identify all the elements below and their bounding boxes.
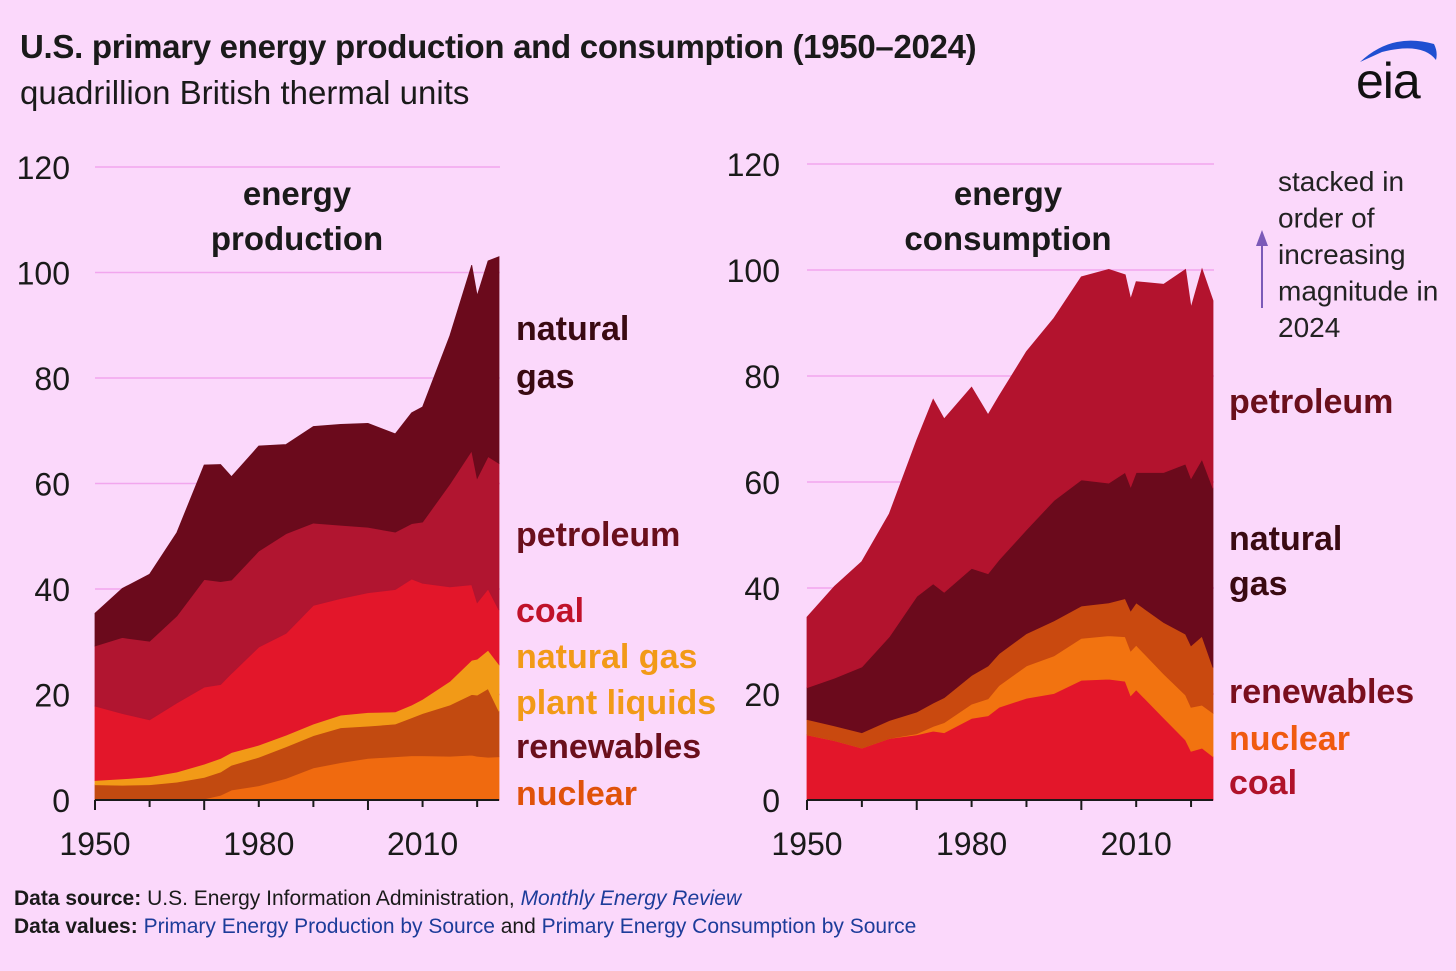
production-y-tick-label: 40 — [34, 572, 70, 608]
footer-values-link-consumption[interactable]: Primary Energy Consumption by Source — [541, 915, 917, 938]
production-y-tick-label: 120 — [17, 150, 70, 186]
stacking-arrow-head-icon — [1256, 230, 1268, 246]
stacking-note-line: stacked in — [1278, 166, 1404, 197]
consumption-x-tick-label: 1980 — [936, 826, 1007, 862]
eia-logo-swoosh-icon — [1360, 40, 1437, 62]
production-x-tick-label: 2010 — [387, 826, 458, 862]
production-x-tick-label: 1980 — [223, 826, 294, 862]
production-y-tick-label: 80 — [34, 361, 70, 397]
production-y-tick-label: 20 — [34, 678, 70, 714]
consumption-series-label: petroleum — [1229, 383, 1393, 421]
production-y-tick-label: 60 — [34, 467, 70, 503]
consumption-series-label: gas — [1229, 565, 1288, 603]
footer-source-text: U.S. Energy Information Administration, — [147, 887, 521, 910]
consumption-series-label: nuclear — [1229, 720, 1350, 758]
consumption-series-label: coal — [1229, 764, 1297, 802]
chart-subtitle: quadrillion British thermal units — [20, 74, 470, 111]
production-area-natural-gas — [94, 256, 500, 647]
chart-title: U.S. primary energy production and consu… — [20, 28, 977, 65]
production-series-label: natural — [516, 310, 629, 348]
eia-logo-text: eia — [1356, 53, 1421, 109]
consumption-x-tick-label: 2010 — [1101, 826, 1172, 862]
consumption-y-tick-label: 80 — [744, 359, 780, 395]
production-panel-title: production — [211, 220, 383, 257]
production-series-label: gas — [516, 358, 575, 396]
consumption-series-label: natural — [1229, 520, 1342, 558]
footer-source-link[interactable]: Monthly Energy Review — [520, 887, 742, 910]
production-x-tick-label: 1950 — [59, 826, 130, 862]
stacking-note-line: magnitude in — [1278, 276, 1438, 307]
production-series-label: plant liquids — [516, 684, 716, 722]
consumption-area-petroleum — [806, 267, 1214, 689]
stacking-note-line: order of — [1278, 203, 1375, 234]
consumption-y-tick-label: 120 — [727, 147, 780, 183]
footer-source: Data source: U.S. Energy Information Adm… — [14, 887, 741, 911]
production-series-label: natural gas — [516, 638, 697, 676]
consumption-y-tick-label: 60 — [744, 465, 780, 501]
stacking-note-line: increasing — [1278, 239, 1406, 270]
footer-values-label: Data values: — [14, 915, 138, 938]
footer-values: Data values: Primary Energy Production b… — [14, 915, 916, 939]
eia-logo: eia — [1352, 30, 1442, 110]
production-y-tick-label: 100 — [17, 256, 70, 292]
consumption-y-tick-label: 0 — [762, 783, 780, 819]
production-series-label: nuclear — [516, 775, 637, 813]
consumption-panel-title: energy — [954, 175, 1063, 212]
consumption-y-tick-label: 40 — [744, 571, 780, 607]
footer-values-and: and — [494, 915, 542, 938]
footer-values-link-production[interactable]: Primary Energy Production by Source — [143, 915, 495, 938]
consumption-panel-title: consumption — [904, 220, 1111, 257]
consumption-x-tick-label: 1950 — [771, 826, 842, 862]
consumption-series-label: renewables — [1229, 673, 1414, 711]
production-series-label: renewables — [516, 728, 701, 766]
stacking-note-line: 2024 — [1278, 312, 1340, 343]
production-y-tick-label: 0 — [52, 783, 70, 819]
production-series-label: petroleum — [516, 516, 680, 554]
footer-source-label: Data source: — [14, 887, 142, 910]
consumption-y-tick-label: 100 — [727, 253, 780, 289]
production-series-label: coal — [516, 592, 584, 630]
production-panel-title: energy — [243, 175, 352, 212]
consumption-y-tick-label: 20 — [744, 677, 780, 713]
